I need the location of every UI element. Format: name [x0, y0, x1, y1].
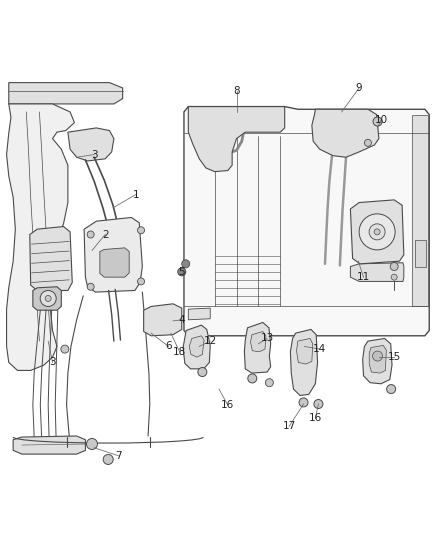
- Polygon shape: [244, 322, 271, 373]
- Polygon shape: [251, 332, 266, 352]
- Polygon shape: [189, 336, 204, 357]
- Circle shape: [138, 278, 145, 285]
- Text: 2: 2: [102, 230, 109, 239]
- Text: 3: 3: [91, 150, 98, 159]
- Text: 10: 10: [374, 115, 388, 125]
- Polygon shape: [13, 436, 85, 454]
- Circle shape: [364, 139, 371, 147]
- Text: 5: 5: [178, 267, 185, 277]
- Circle shape: [103, 455, 113, 464]
- Polygon shape: [350, 263, 404, 281]
- Polygon shape: [30, 227, 72, 290]
- Polygon shape: [68, 128, 114, 161]
- Circle shape: [314, 400, 323, 408]
- Polygon shape: [290, 329, 318, 395]
- Text: 6: 6: [165, 342, 172, 351]
- Polygon shape: [369, 345, 386, 373]
- Text: 1: 1: [132, 190, 139, 199]
- Text: 3: 3: [49, 358, 56, 367]
- Circle shape: [138, 227, 145, 234]
- Text: 18: 18: [173, 347, 186, 357]
- Text: 12: 12: [204, 336, 217, 346]
- Text: 16: 16: [221, 400, 234, 410]
- Polygon shape: [297, 338, 313, 364]
- Polygon shape: [183, 325, 210, 369]
- Polygon shape: [363, 338, 392, 384]
- Polygon shape: [33, 287, 61, 310]
- Text: 14: 14: [313, 344, 326, 354]
- Circle shape: [369, 224, 385, 240]
- Circle shape: [61, 345, 69, 353]
- Polygon shape: [312, 109, 379, 157]
- Text: 11: 11: [357, 272, 370, 282]
- Text: 13: 13: [261, 334, 274, 343]
- Circle shape: [373, 117, 382, 126]
- Circle shape: [359, 214, 395, 250]
- Text: 15: 15: [388, 352, 401, 362]
- Circle shape: [87, 231, 94, 238]
- Circle shape: [374, 229, 380, 235]
- Polygon shape: [350, 200, 404, 264]
- Circle shape: [40, 290, 56, 306]
- Circle shape: [182, 260, 190, 268]
- Circle shape: [87, 283, 94, 290]
- Circle shape: [373, 351, 382, 361]
- Circle shape: [390, 262, 398, 271]
- Polygon shape: [415, 240, 426, 266]
- Circle shape: [265, 378, 273, 387]
- Circle shape: [178, 268, 186, 276]
- Polygon shape: [188, 308, 210, 320]
- Circle shape: [45, 295, 51, 302]
- Text: 7: 7: [115, 451, 122, 461]
- Text: 16: 16: [309, 414, 322, 423]
- Circle shape: [391, 274, 397, 280]
- Text: 4: 4: [178, 315, 185, 325]
- Circle shape: [248, 374, 257, 383]
- Polygon shape: [7, 104, 74, 370]
- Text: 17: 17: [283, 422, 296, 431]
- Polygon shape: [9, 83, 123, 104]
- Text: 9: 9: [356, 83, 363, 93]
- Circle shape: [387, 385, 396, 393]
- Polygon shape: [84, 217, 142, 292]
- Polygon shape: [188, 107, 285, 172]
- Circle shape: [299, 398, 308, 407]
- Text: 8: 8: [233, 86, 240, 95]
- Polygon shape: [412, 115, 428, 306]
- Polygon shape: [144, 304, 182, 336]
- Polygon shape: [100, 248, 129, 277]
- Polygon shape: [184, 107, 429, 336]
- Circle shape: [198, 368, 207, 376]
- Circle shape: [86, 439, 98, 449]
